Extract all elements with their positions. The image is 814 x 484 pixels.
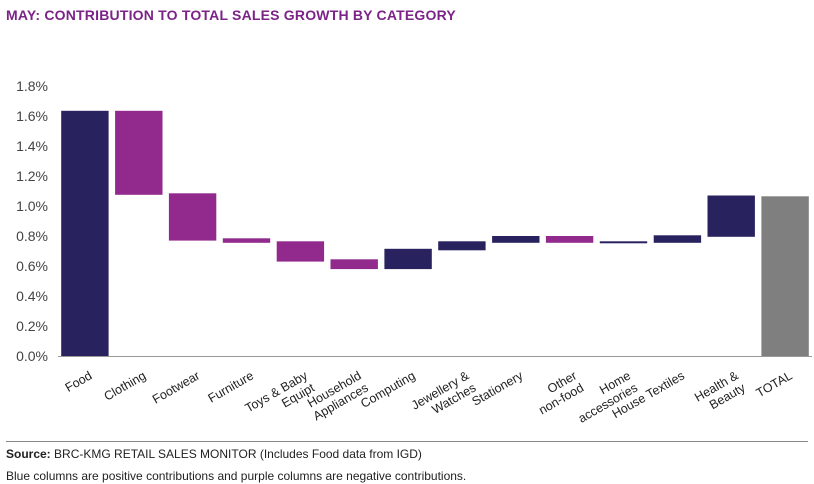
bar-negative	[168, 193, 217, 241]
bar-negative	[330, 259, 378, 270]
y-tick-label: 1.4%	[16, 138, 48, 154]
y-tick-label: 1.0%	[16, 198, 48, 214]
bar-total	[761, 196, 809, 357]
chart-title: MAY: CONTRIBUTION TO TOTAL SALES GROWTH …	[6, 7, 456, 23]
x-tick-label: Food	[63, 368, 95, 394]
waterfall-chart: 0.0% 0.2% 0.4% 0.6% 0.8% 1.0% 1.2% 1.4% 1.6% 1.8%…	[16, 78, 812, 426]
x-tick-label: TOTAL	[754, 368, 795, 400]
y-tick-label: 1.8%	[16, 78, 48, 94]
bar-positive	[438, 241, 486, 251]
bar-negative	[276, 241, 325, 262]
y-tick-label: 0.6%	[16, 258, 48, 274]
y-tick-label: 0.2%	[16, 318, 48, 334]
x-tick-label: Othernon-food	[529, 368, 586, 417]
bar-positive	[492, 236, 540, 243]
bar-negative	[115, 110, 163, 195]
y-tick-label: 1.6%	[16, 108, 48, 124]
bar-positive	[384, 248, 432, 270]
y-tick-label: 1.2%	[16, 168, 48, 184]
source-line: Source: BRC-KMG RETAIL SALES MONITOR (In…	[6, 447, 422, 461]
y-tick-label: 0.0%	[16, 348, 48, 364]
bar-positive	[653, 235, 702, 243]
y-axis: 0.0% 0.2% 0.4% 0.6% 0.8% 1.0% 1.2% 1.4% 1.6% 1.8%	[16, 78, 48, 364]
bar-series	[61, 110, 809, 357]
bar-positive	[707, 195, 755, 237]
source-text: BRC-KMG RETAIL SALES MONITOR (Includes F…	[50, 447, 422, 461]
bar-negative	[545, 236, 594, 243]
bar-positive	[61, 110, 109, 357]
x-tick-label: Footwear	[150, 368, 202, 406]
x-tick-label: Clothing	[102, 368, 149, 403]
bar-negative	[222, 238, 271, 243]
source-label: Source:	[6, 447, 51, 461]
x-tick-label: Health &Beauty	[692, 368, 748, 417]
y-tick-label: 0.8%	[16, 228, 48, 244]
x-tick-label: Stationery	[470, 368, 526, 409]
footer-divider	[6, 441, 808, 442]
x-tick-label: HouseholdAppliances	[304, 368, 371, 423]
y-tick-label: 0.4%	[16, 288, 48, 304]
bar-positive	[599, 241, 648, 244]
footnote: Blue columns are positive contributions …	[6, 469, 467, 483]
